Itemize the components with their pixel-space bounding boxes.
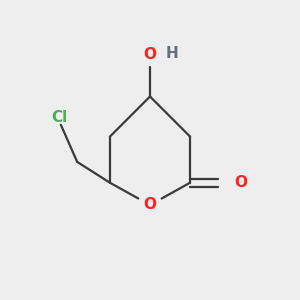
Text: Cl: Cl: [51, 110, 68, 125]
Text: O: O: [143, 197, 157, 212]
Text: H: H: [166, 46, 179, 61]
Text: O: O: [235, 175, 248, 190]
Text: O: O: [143, 47, 157, 62]
